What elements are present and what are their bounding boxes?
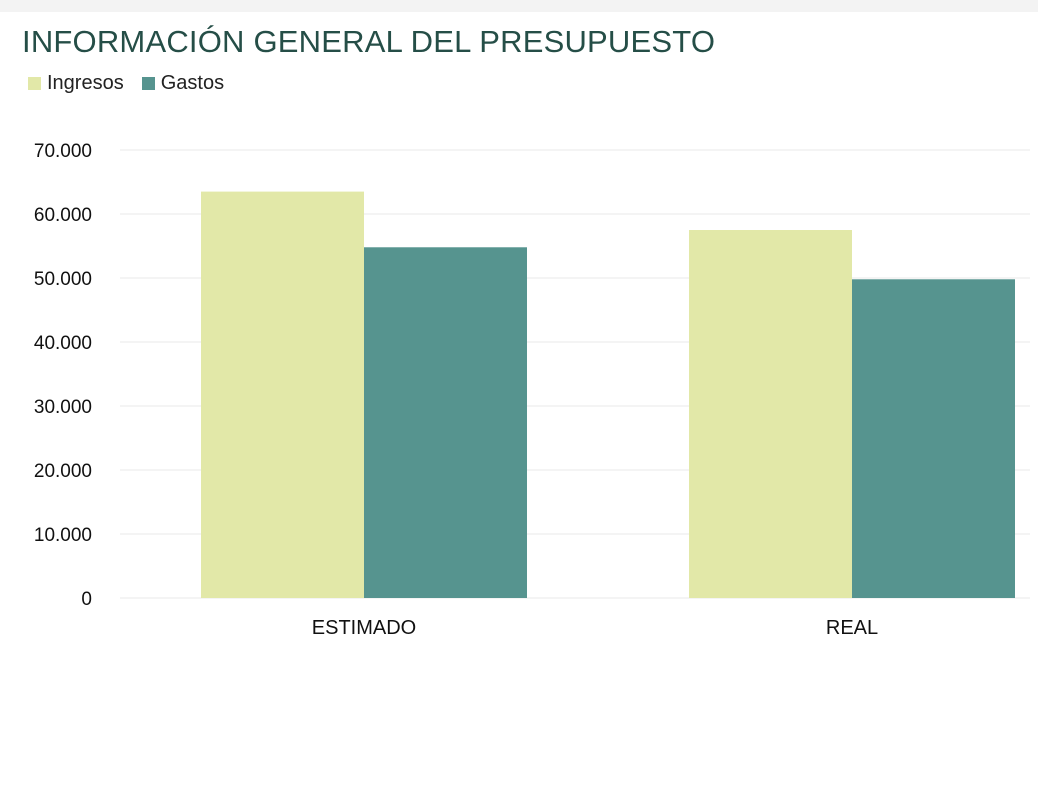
legend-label-ingresos: Ingresos bbox=[47, 72, 124, 94]
bar-ingresos-real bbox=[689, 230, 852, 598]
y-tick-label: 0 bbox=[81, 589, 92, 610]
y-tick-label: 70.000 bbox=[34, 141, 92, 162]
y-tick-label: 40.000 bbox=[34, 333, 92, 354]
y-tick-label: 10.000 bbox=[34, 525, 92, 546]
bar-ingresos-estimado bbox=[201, 191, 364, 598]
x-category-label: ESTIMADO bbox=[312, 617, 416, 639]
y-tick-label: 30.000 bbox=[34, 397, 92, 418]
bar-gastos-real bbox=[852, 279, 1015, 598]
legend-item-gastos: Gastos bbox=[141, 72, 225, 95]
legend-item-ingresos: Ingresos bbox=[28, 72, 124, 95]
x-category-label: REAL bbox=[826, 617, 878, 639]
legend-swatch-gastos bbox=[141, 77, 155, 90]
chart-title: INFORMACIÓN GENERAL DEL PRESUPUESTO bbox=[22, 24, 716, 59]
top-strip bbox=[0, 0, 1038, 12]
bar-gastos-estimado bbox=[364, 247, 527, 598]
legend: Ingresos Gastos bbox=[28, 72, 242, 95]
y-tick-label: 60.000 bbox=[34, 205, 92, 226]
y-tick-label: 20.000 bbox=[34, 461, 92, 482]
legend-label-gastos: Gastos bbox=[160, 72, 225, 94]
legend-swatch-ingresos bbox=[28, 77, 41, 90]
y-tick-label: 50.000 bbox=[34, 269, 92, 290]
